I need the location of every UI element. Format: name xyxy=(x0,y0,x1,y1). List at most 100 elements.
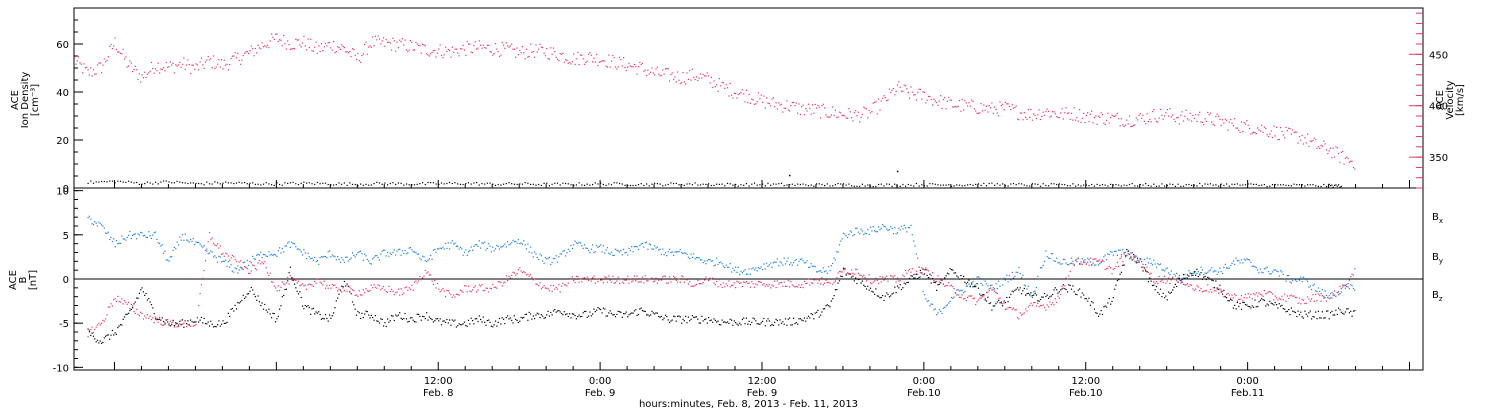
bx-point xyxy=(1176,285,1178,288)
bz-point xyxy=(878,282,880,285)
bz-point xyxy=(509,277,511,279)
velocity-point xyxy=(910,86,912,88)
density-point xyxy=(759,184,761,186)
bx-point xyxy=(741,318,743,321)
by-point xyxy=(874,230,876,232)
bz-point xyxy=(1211,291,1213,293)
bz-point xyxy=(99,324,101,326)
velocity-point xyxy=(635,65,637,68)
velocity-point xyxy=(1120,118,1122,120)
by-point xyxy=(980,282,982,285)
by-point xyxy=(998,280,1000,282)
by-point xyxy=(480,247,482,249)
by-point xyxy=(667,251,669,253)
bz-point xyxy=(148,317,150,319)
bx-point xyxy=(620,311,622,313)
velocity-point xyxy=(842,114,845,116)
velocity-point xyxy=(180,66,182,68)
by-point xyxy=(1251,265,1253,267)
velocity-point xyxy=(604,60,606,62)
velocity-point xyxy=(945,108,947,110)
bz-point xyxy=(844,269,846,271)
by-point xyxy=(206,248,208,250)
bx-point xyxy=(1273,304,1275,306)
velocity-point xyxy=(1041,115,1043,117)
velocity-point xyxy=(686,72,688,74)
velocity-point xyxy=(392,37,394,39)
by-point xyxy=(382,249,385,251)
bz-point xyxy=(435,287,437,289)
bx-point xyxy=(1039,298,1042,301)
bx-point xyxy=(1110,303,1112,305)
velocity-point xyxy=(424,45,426,47)
bx-point xyxy=(763,317,765,320)
velocity-point xyxy=(1065,107,1067,109)
bz-point xyxy=(175,323,177,325)
bx-point xyxy=(1308,312,1310,314)
bz-point xyxy=(101,322,103,324)
bx-point xyxy=(751,321,753,323)
by-point xyxy=(1319,290,1321,292)
bz-point xyxy=(1170,279,1172,281)
bx-point xyxy=(130,308,132,310)
velocity-point xyxy=(1003,109,1005,111)
bx-point xyxy=(932,277,934,280)
bottom-ylabel: B xyxy=(18,276,29,283)
bz-point xyxy=(879,276,881,278)
density-point xyxy=(996,183,998,185)
velocity-point xyxy=(896,84,899,86)
bz-point xyxy=(412,289,414,291)
by-point xyxy=(393,249,395,251)
by-point xyxy=(1008,275,1011,277)
bx-point xyxy=(237,301,239,304)
velocity-point xyxy=(698,77,700,79)
bx-point xyxy=(416,313,418,315)
density-point xyxy=(1236,183,1238,185)
density-point xyxy=(597,183,599,185)
bx-point xyxy=(574,315,576,317)
bz-point xyxy=(346,290,348,293)
velocity-point xyxy=(1075,119,1077,121)
bx-point xyxy=(1220,291,1222,293)
bz-point xyxy=(342,287,344,289)
bz-point xyxy=(953,288,955,290)
by-point xyxy=(840,240,842,242)
by-point xyxy=(1134,260,1136,262)
bx-point xyxy=(825,305,827,307)
by-point xyxy=(407,252,409,254)
bx-point xyxy=(122,318,124,320)
bx-point xyxy=(1092,302,1094,304)
velocity-point xyxy=(834,109,836,111)
by-point xyxy=(165,259,167,261)
bz-point xyxy=(1286,295,1288,297)
velocity-point xyxy=(233,55,235,57)
velocity-point xyxy=(345,51,347,53)
density-point xyxy=(565,182,567,185)
velocity-point xyxy=(1112,115,1114,117)
bz-point xyxy=(629,278,631,280)
by-point xyxy=(400,254,402,256)
by-point xyxy=(1062,258,1064,260)
bz-point xyxy=(706,278,708,280)
by-point xyxy=(868,233,870,236)
bx-point xyxy=(1091,301,1093,303)
velocity-point xyxy=(396,41,398,43)
velocity-point xyxy=(681,82,683,84)
by-point xyxy=(1115,250,1117,252)
velocity-point xyxy=(1226,119,1228,121)
density-point xyxy=(554,182,556,184)
by-point xyxy=(590,248,592,250)
bz-point xyxy=(1138,261,1140,263)
bz-point xyxy=(469,290,471,292)
by-point xyxy=(306,258,308,260)
velocity-point xyxy=(811,104,814,106)
velocity-point xyxy=(1313,137,1315,139)
velocity-point xyxy=(882,97,884,99)
bz-point xyxy=(690,285,692,287)
bx-point xyxy=(813,318,815,320)
bz-point xyxy=(772,285,774,287)
bz-point xyxy=(115,300,117,303)
velocity-point xyxy=(1076,117,1078,119)
velocity-point xyxy=(181,63,184,65)
density-point xyxy=(524,182,526,184)
